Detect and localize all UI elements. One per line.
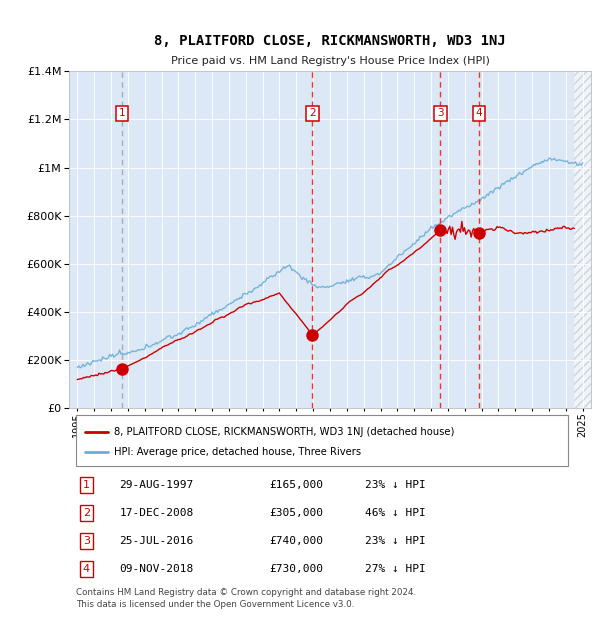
Text: 4: 4	[83, 564, 90, 574]
Text: Contains HM Land Registry data © Crown copyright and database right 2024.
This d: Contains HM Land Registry data © Crown c…	[76, 588, 416, 609]
Text: 1: 1	[83, 480, 90, 490]
Text: 09-NOV-2018: 09-NOV-2018	[119, 564, 194, 574]
Text: 17-DEC-2008: 17-DEC-2008	[119, 508, 194, 518]
Text: 29-AUG-1997: 29-AUG-1997	[119, 480, 194, 490]
Text: £305,000: £305,000	[269, 508, 323, 518]
Text: 23% ↓ HPI: 23% ↓ HPI	[365, 480, 425, 490]
Text: 25-JUL-2016: 25-JUL-2016	[119, 536, 194, 546]
FancyBboxPatch shape	[76, 415, 568, 466]
Text: 2: 2	[83, 508, 90, 518]
Text: 3: 3	[83, 536, 90, 546]
Text: 23% ↓ HPI: 23% ↓ HPI	[365, 536, 425, 546]
Text: 8, PLAITFORD CLOSE, RICKMANSWORTH, WD3 1NJ (detached house): 8, PLAITFORD CLOSE, RICKMANSWORTH, WD3 1…	[114, 427, 455, 436]
Text: £740,000: £740,000	[269, 536, 323, 546]
Text: 27% ↓ HPI: 27% ↓ HPI	[365, 564, 425, 574]
Text: 4: 4	[476, 108, 482, 118]
Text: HPI: Average price, detached house, Three Rivers: HPI: Average price, detached house, Thre…	[114, 447, 361, 458]
Text: Price paid vs. HM Land Registry's House Price Index (HPI): Price paid vs. HM Land Registry's House …	[170, 56, 490, 66]
Text: 1: 1	[119, 108, 125, 118]
Text: £730,000: £730,000	[269, 564, 323, 574]
Text: 46% ↓ HPI: 46% ↓ HPI	[365, 508, 425, 518]
Text: 8, PLAITFORD CLOSE, RICKMANSWORTH, WD3 1NJ: 8, PLAITFORD CLOSE, RICKMANSWORTH, WD3 1…	[154, 34, 506, 48]
Bar	[574, 71, 591, 409]
Text: 3: 3	[437, 108, 444, 118]
Text: 2: 2	[309, 108, 316, 118]
Text: £165,000: £165,000	[269, 480, 323, 490]
